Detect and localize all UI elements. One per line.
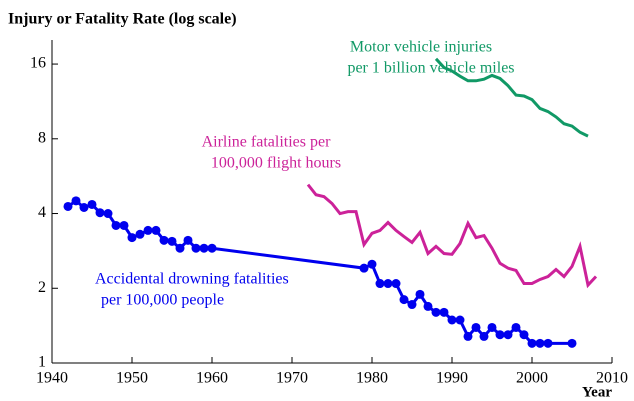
point bbox=[119, 220, 129, 230]
x-tick-label: 1970 bbox=[276, 370, 308, 387]
point bbox=[151, 225, 161, 235]
point bbox=[431, 307, 441, 317]
point bbox=[455, 315, 465, 325]
chart-title: Injury or Fatality Rate (log scale) bbox=[8, 11, 237, 28]
point bbox=[175, 243, 185, 253]
point bbox=[567, 338, 577, 348]
point bbox=[71, 196, 81, 206]
series-label: per 1 billion vehicle miles bbox=[347, 60, 514, 77]
point bbox=[87, 199, 97, 209]
y-tick-label: 4 bbox=[38, 204, 46, 221]
point bbox=[375, 279, 385, 289]
point bbox=[95, 208, 105, 218]
series-label: per 100,000 people bbox=[101, 292, 224, 309]
point bbox=[487, 322, 497, 332]
series-label: Motor vehicle injuries bbox=[350, 39, 492, 56]
series-label: Airline fatalities per bbox=[202, 134, 332, 151]
point bbox=[447, 315, 457, 325]
point bbox=[167, 236, 177, 246]
point bbox=[495, 330, 505, 340]
point bbox=[383, 279, 393, 289]
x-tick-label: 1940 bbox=[36, 370, 68, 387]
point bbox=[111, 220, 121, 230]
x-tick-label: 1980 bbox=[356, 370, 388, 387]
point bbox=[423, 301, 433, 311]
point bbox=[79, 203, 89, 213]
point bbox=[439, 307, 449, 317]
point bbox=[399, 295, 409, 305]
point bbox=[511, 322, 521, 332]
y-tick-label: 16 bbox=[30, 55, 46, 72]
point bbox=[127, 233, 137, 243]
y-tick-label: 2 bbox=[38, 279, 46, 296]
point bbox=[527, 338, 537, 348]
point bbox=[135, 229, 145, 239]
point bbox=[535, 338, 545, 348]
point bbox=[479, 331, 489, 341]
y-tick-label: 1 bbox=[38, 354, 46, 371]
point bbox=[359, 263, 369, 273]
x-axis-label: Year bbox=[582, 384, 612, 400]
series-label: 100,000 flight hours bbox=[211, 155, 341, 172]
point bbox=[415, 289, 425, 299]
point bbox=[143, 225, 153, 235]
point bbox=[159, 235, 169, 245]
x-tick-label: 1960 bbox=[196, 370, 228, 387]
series-line bbox=[306, 183, 598, 289]
point bbox=[103, 209, 113, 219]
point bbox=[503, 330, 513, 340]
x-tick-label: 1990 bbox=[436, 370, 468, 387]
point bbox=[391, 279, 401, 289]
point bbox=[199, 243, 209, 253]
series-label: Accidental drowning fatalities bbox=[95, 271, 289, 288]
series-line bbox=[434, 57, 589, 138]
point bbox=[543, 338, 553, 348]
point bbox=[471, 322, 481, 332]
point bbox=[191, 243, 201, 253]
point bbox=[63, 201, 73, 211]
x-tick-label: 2000 bbox=[516, 370, 548, 387]
y-tick-label: 8 bbox=[38, 129, 46, 146]
point bbox=[463, 331, 473, 341]
x-tick-label: 1950 bbox=[116, 370, 148, 387]
point bbox=[367, 259, 377, 269]
point bbox=[519, 330, 529, 340]
point bbox=[407, 300, 417, 310]
point bbox=[207, 243, 217, 253]
x-tick-label: 2010 bbox=[596, 370, 628, 387]
point bbox=[183, 235, 193, 245]
